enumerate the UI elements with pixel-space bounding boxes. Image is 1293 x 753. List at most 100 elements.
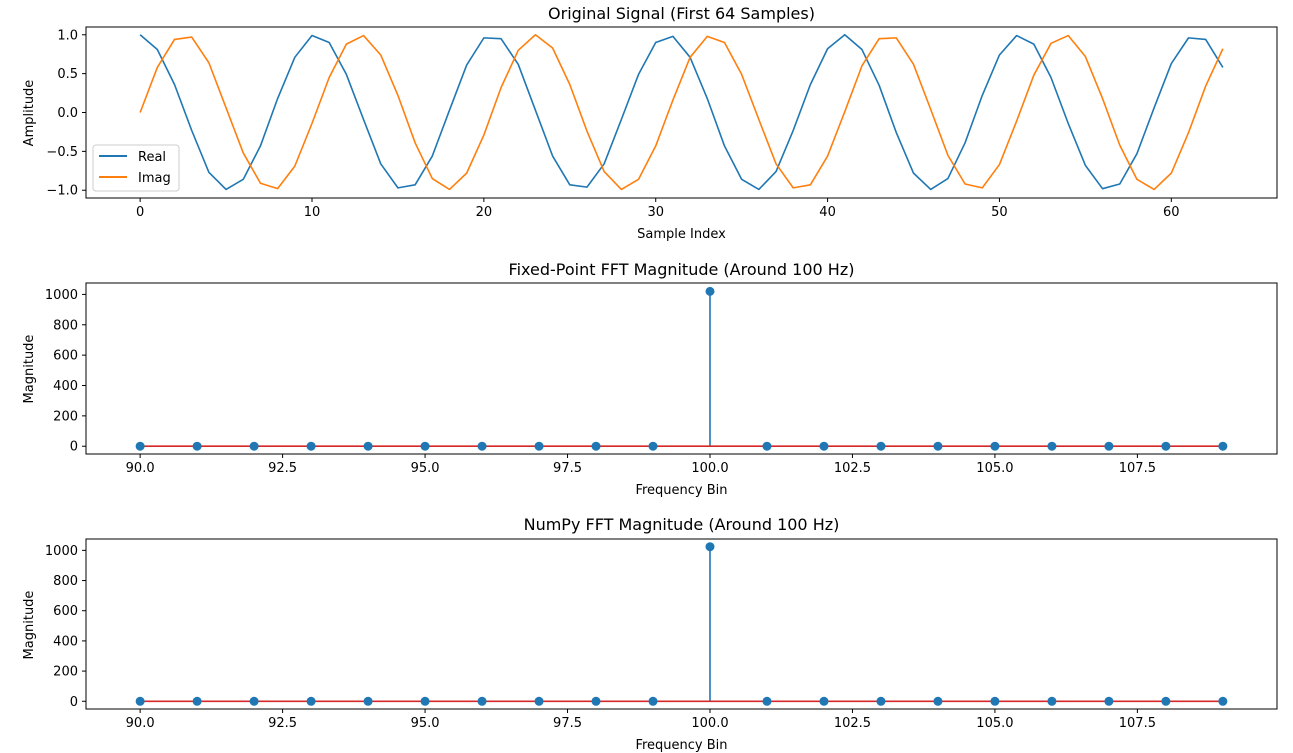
stem-marker [762, 441, 772, 451]
y-tick-label: 0 [70, 695, 78, 710]
stem-marker [591, 441, 601, 451]
x-tick-label: 40 [819, 205, 836, 220]
stem-marker [1104, 441, 1114, 451]
x-tick-label: 92.5 [268, 716, 297, 731]
x-tick-label: 60 [1163, 205, 1180, 220]
stem-marker [876, 441, 886, 451]
stem-marker [1104, 696, 1114, 706]
signal-y-axis-label: Amplitude [22, 80, 37, 147]
x-tick-label: 107.5 [1119, 716, 1156, 731]
numpy-x-axis-label: Frequency Bin [635, 738, 727, 753]
stem-marker [534, 441, 544, 451]
x-tick-label: 50 [991, 205, 1008, 220]
stem-marker [420, 696, 430, 706]
stem-marker [1047, 696, 1057, 706]
signal-panel: Original Signal (First 64 Samples) Sampl… [22, 4, 1278, 242]
stem-marker [990, 696, 1000, 706]
signal-plot-area [139, 33, 1224, 191]
x-tick-label: 102.5 [834, 716, 871, 731]
fixed-point-axes-frame [85, 282, 1278, 455]
series-line-imag [139, 33, 1224, 191]
y-tick-label: 600 [53, 349, 78, 364]
y-tick-label: 400 [53, 634, 78, 649]
y-tick-label: −1.0 [46, 184, 78, 199]
y-tick-label: 200 [53, 409, 78, 424]
y-tick-label: 1000 [45, 288, 78, 303]
numpy-title: NumPy FFT Magnitude (Around 100 Hz) [524, 515, 840, 534]
stem-marker [1161, 696, 1171, 706]
stem-marker [477, 696, 487, 706]
y-tick-label: 800 [53, 318, 78, 333]
legend-real-label: Real [138, 150, 166, 165]
fixed-point-x-axis-label: Frequency Bin [635, 483, 727, 498]
stem-marker [705, 542, 715, 552]
x-tick-label: 95.0 [411, 716, 440, 731]
x-tick-label: 10 [304, 205, 321, 220]
stem-marker [135, 696, 145, 706]
x-tick-label: 107.5 [1119, 461, 1156, 476]
stem-marker [819, 696, 829, 706]
stem-marker [135, 441, 145, 451]
numpy-plot-area [135, 542, 1228, 706]
stem-marker [648, 696, 658, 706]
x-tick-label: 105.0 [976, 461, 1013, 476]
y-tick-label: 1.0 [57, 28, 78, 43]
y-tick-label: 1000 [45, 544, 78, 559]
y-tick-label: 0.0 [57, 106, 78, 121]
numpy-axes-frame [85, 538, 1278, 710]
stem-marker [306, 696, 316, 706]
x-tick-label: 97.5 [553, 461, 582, 476]
stem-marker [933, 696, 943, 706]
stem-marker [762, 696, 772, 706]
signal-title: Original Signal (First 64 Samples) [548, 4, 815, 23]
stem-marker [477, 441, 487, 451]
stem-marker [192, 696, 202, 706]
stem-marker [249, 696, 259, 706]
fixed-point-plot-area [135, 286, 1228, 451]
y-tick-label: 600 [53, 604, 78, 619]
stem-marker [249, 441, 259, 451]
x-tick-label: 90.0 [126, 716, 155, 731]
x-tick-label: 102.5 [834, 461, 871, 476]
stem-marker [1218, 696, 1228, 706]
fixed-point-title: Fixed-Point FFT Magnitude (Around 100 Hz… [509, 260, 855, 279]
x-tick-label: 30 [647, 205, 664, 220]
x-tick-label: 100.0 [691, 716, 728, 731]
stem-marker [534, 696, 544, 706]
x-tick-label: 0 [136, 205, 144, 220]
x-tick-label: 90.0 [126, 461, 155, 476]
stem-marker [306, 441, 316, 451]
x-tick-label: 100.0 [691, 461, 728, 476]
stem-marker [819, 441, 829, 451]
x-tick-label: 97.5 [553, 716, 582, 731]
x-tick-label: 20 [476, 205, 493, 220]
y-tick-label: 800 [53, 574, 78, 589]
signal-legend: Real Imag [92, 144, 180, 192]
y-tick-label: 0 [70, 440, 78, 455]
numpy-y-axis-label: Magnitude [22, 591, 37, 660]
stem-marker [648, 441, 658, 451]
stem-marker [591, 696, 601, 706]
x-tick-label: 105.0 [976, 716, 1013, 731]
x-tick-label: 95.0 [411, 461, 440, 476]
stem-marker [1161, 441, 1171, 451]
stem-marker [990, 441, 1000, 451]
stem-marker [705, 286, 715, 296]
y-tick-label: −0.5 [46, 145, 78, 160]
y-tick-label: 200 [53, 665, 78, 680]
y-tick-label: 400 [53, 379, 78, 394]
fixed-point-fft-panel: Fixed-Point FFT Magnitude (Around 100 Hz… [22, 260, 1278, 498]
stem-marker [363, 696, 373, 706]
signal-x-axis-label: Sample Index [637, 227, 726, 242]
stem-marker [192, 441, 202, 451]
stem-marker [1218, 441, 1228, 451]
stem-marker [876, 696, 886, 706]
stem-marker [363, 441, 373, 451]
stem-marker [933, 441, 943, 451]
numpy-fft-panel: NumPy FFT Magnitude (Around 100 Hz) Freq… [22, 515, 1278, 753]
stem-marker [1047, 441, 1057, 451]
stem-marker [420, 441, 430, 451]
x-tick-label: 92.5 [268, 461, 297, 476]
